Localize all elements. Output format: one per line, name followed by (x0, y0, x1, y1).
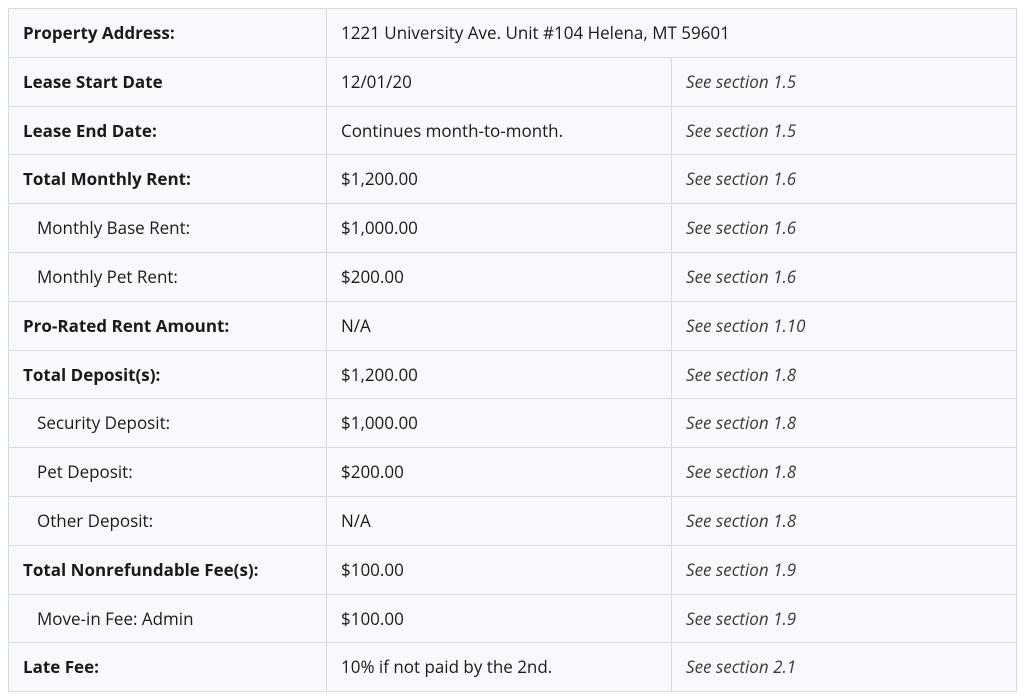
row-value: $200.00 (327, 252, 672, 301)
table-row: Move-in Fee: Admin$100.00See section 1.9 (9, 594, 1017, 643)
table-row: Lease End Date:Continues month-to-month.… (9, 106, 1017, 155)
row-label: Total Nonrefundable Fee(s): (9, 545, 327, 594)
table-row: Security Deposit:$1,000.00See section 1.… (9, 399, 1017, 448)
row-value: 1221 University Ave. Unit #104 Helena, M… (327, 9, 1017, 58)
row-value: $100.00 (327, 594, 672, 643)
row-reference: See section 1.9 (672, 545, 1017, 594)
row-label: Other Deposit: (9, 496, 327, 545)
row-reference: See section 1.8 (672, 350, 1017, 399)
row-reference: See section 2.1 (672, 643, 1017, 692)
row-reference: See section 1.8 (672, 496, 1017, 545)
row-label: Security Deposit: (9, 399, 327, 448)
row-reference: See section 1.6 (672, 252, 1017, 301)
row-label: Late Fee: (9, 643, 327, 692)
row-label: Lease End Date: (9, 106, 327, 155)
table-row: Property Address:1221 University Ave. Un… (9, 9, 1017, 58)
row-reference: See section 1.5 (672, 106, 1017, 155)
row-label: Pet Deposit: (9, 448, 327, 497)
table-row: Lease Start Date12/01/20See section 1.5 (9, 57, 1017, 106)
row-value: N/A (327, 301, 672, 350)
row-value: 12/01/20 (327, 57, 672, 106)
row-label: Lease Start Date (9, 57, 327, 106)
row-reference: See section 1.8 (672, 399, 1017, 448)
row-value: $1,200.00 (327, 155, 672, 204)
row-value: $1,000.00 (327, 204, 672, 253)
table-row: Late Fee:10% if not paid by the 2nd.See … (9, 643, 1017, 692)
row-label: Total Monthly Rent: (9, 155, 327, 204)
table-row: Monthly Pet Rent:$200.00See section 1.6 (9, 252, 1017, 301)
row-reference: See section 1.6 (672, 204, 1017, 253)
row-value: $100.00 (327, 545, 672, 594)
row-label: Property Address: (9, 9, 327, 58)
table-row: Total Monthly Rent:$1,200.00See section … (9, 155, 1017, 204)
row-label: Pro-Rated Rent Amount: (9, 301, 327, 350)
row-value: $200.00 (327, 448, 672, 497)
row-label: Total Deposit(s): (9, 350, 327, 399)
row-value: Continues month-to-month. (327, 106, 672, 155)
row-value: N/A (327, 496, 672, 545)
row-value: $1,200.00 (327, 350, 672, 399)
table-row: Monthly Base Rent:$1,000.00See section 1… (9, 204, 1017, 253)
lease-table-body: Property Address:1221 University Ave. Un… (9, 9, 1017, 692)
row-reference: See section 1.10 (672, 301, 1017, 350)
row-reference: See section 1.8 (672, 448, 1017, 497)
row-value: 10% if not paid by the 2nd. (327, 643, 672, 692)
table-row: Total Nonrefundable Fee(s):$100.00See se… (9, 545, 1017, 594)
row-label: Monthly Base Rent: (9, 204, 327, 253)
table-row: Pet Deposit:$200.00See section 1.8 (9, 448, 1017, 497)
row-reference: See section 1.5 (672, 57, 1017, 106)
row-label: Move-in Fee: Admin (9, 594, 327, 643)
table-row: Total Deposit(s):$1,200.00See section 1.… (9, 350, 1017, 399)
table-row: Other Deposit:N/ASee section 1.8 (9, 496, 1017, 545)
row-reference: See section 1.6 (672, 155, 1017, 204)
row-reference: See section 1.9 (672, 594, 1017, 643)
lease-summary-table: Property Address:1221 University Ave. Un… (8, 8, 1017, 692)
row-label: Monthly Pet Rent: (9, 252, 327, 301)
table-row: Pro-Rated Rent Amount:N/ASee section 1.1… (9, 301, 1017, 350)
row-value: $1,000.00 (327, 399, 672, 448)
